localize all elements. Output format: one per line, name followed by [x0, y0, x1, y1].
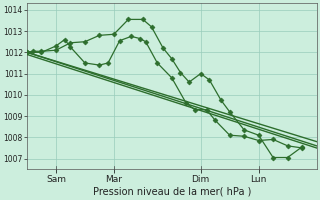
X-axis label: Pression niveau de la mer( hPa ): Pression niveau de la mer( hPa )	[92, 187, 251, 197]
